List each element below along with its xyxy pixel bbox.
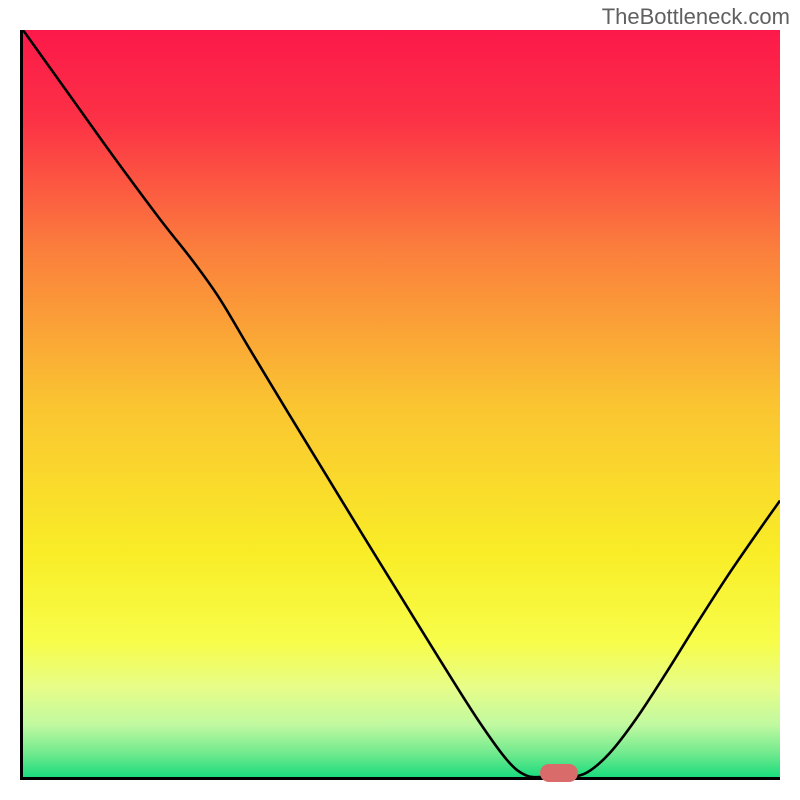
watermark-text: TheBottleneck.com [602,4,790,30]
plot-frame [20,30,780,780]
optimum-marker [540,764,578,782]
plot-background-gradient [23,30,780,777]
